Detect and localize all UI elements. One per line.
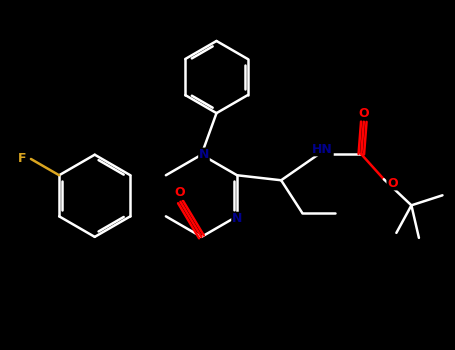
Text: N: N <box>232 212 242 225</box>
Text: N: N <box>199 148 209 161</box>
Text: F: F <box>18 153 26 166</box>
Text: O: O <box>359 107 369 120</box>
Text: O: O <box>387 177 398 190</box>
Text: O: O <box>174 186 185 199</box>
Text: HN: HN <box>312 143 333 156</box>
